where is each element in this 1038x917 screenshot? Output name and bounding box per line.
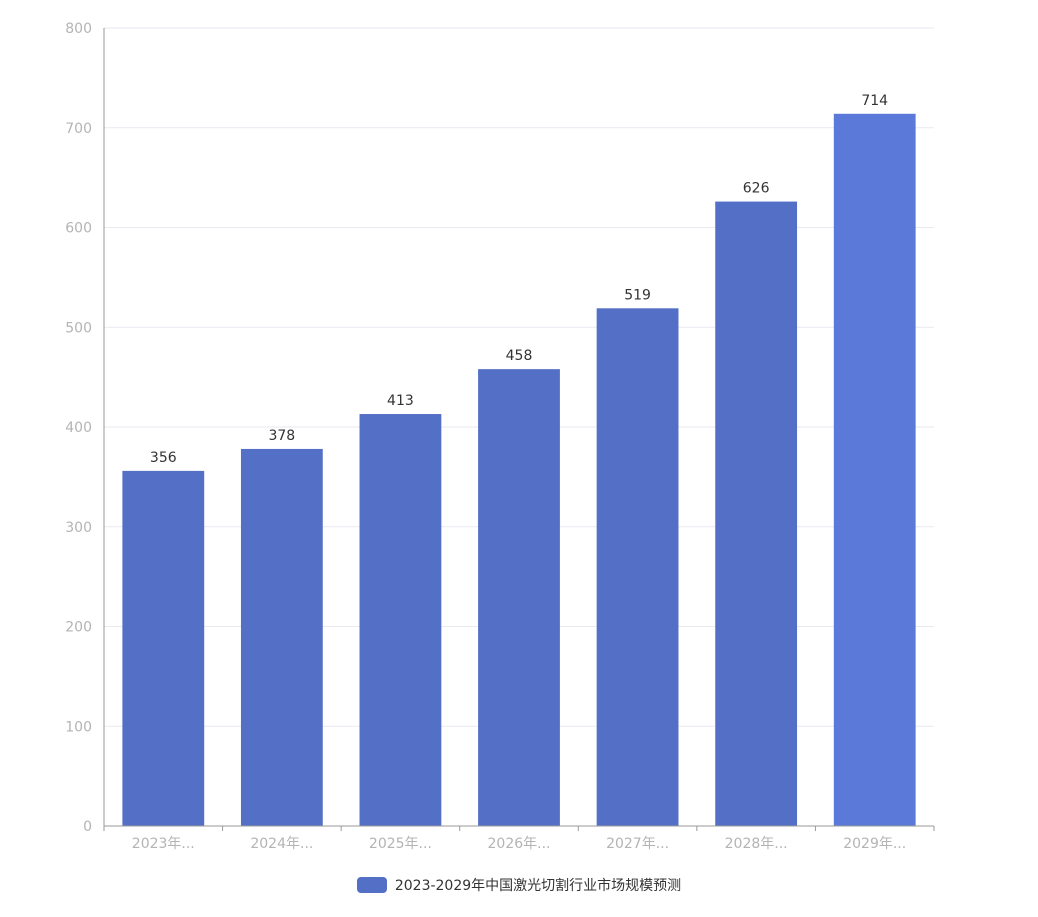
bar-value-label: 519	[624, 287, 651, 303]
bar[interactable]	[715, 201, 798, 826]
y-tick-label: 600	[65, 221, 92, 237]
x-tick-label: 2025年...	[369, 836, 432, 852]
bar-value-label: 714	[861, 93, 888, 109]
y-tick-label: 800	[65, 21, 92, 37]
y-tick-label: 300	[65, 520, 92, 536]
bar[interactable]	[122, 470, 205, 826]
bar-value-label: 378	[268, 428, 295, 444]
bar-value-label: 413	[387, 393, 414, 409]
x-tick-label: 2024年...	[250, 836, 313, 852]
bar[interactable]	[240, 448, 323, 826]
legend-swatch	[356, 877, 387, 893]
bar[interactable]	[478, 369, 560, 826]
x-tick-label: 2028年...	[725, 836, 788, 852]
bar[interactable]	[833, 113, 916, 826]
x-tick-label: 2029年...	[843, 836, 906, 852]
bar[interactable]	[359, 414, 442, 826]
bar-value-label: 626	[743, 181, 770, 197]
bar[interactable]	[596, 308, 679, 826]
x-tick-label: 2023年...	[132, 836, 195, 852]
x-tick-label: 2026年...	[488, 836, 551, 852]
legend-label: 2023-2029年中国激光切割行业市场规模预测	[394, 878, 682, 894]
y-tick-label: 200	[65, 620, 92, 636]
y-tick-label: 500	[65, 320, 92, 336]
y-tick-label: 0	[83, 819, 92, 835]
bar-value-label: 458	[506, 348, 533, 364]
y-tick-label: 100	[65, 719, 92, 735]
x-tick-label: 2027年...	[606, 836, 669, 852]
y-tick-label: 700	[65, 121, 92, 137]
legend[interactable]: 2023-2029年中国激光切割行业市场规模预测	[0, 873, 1038, 897]
bar-value-label: 356	[150, 450, 177, 466]
y-tick-label: 400	[65, 420, 92, 436]
